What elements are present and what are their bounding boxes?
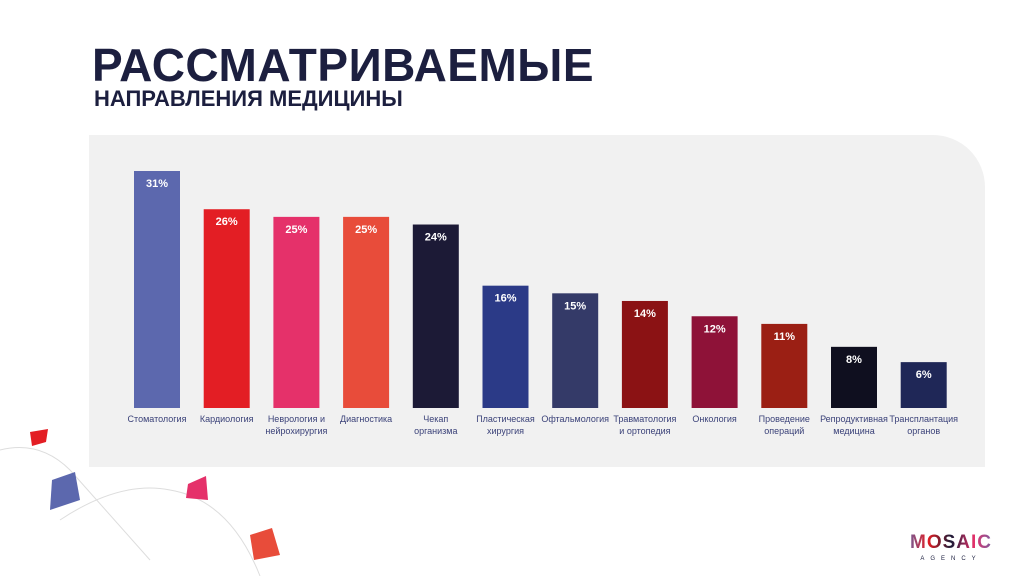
category-label: Чекап	[423, 414, 448, 424]
bar	[900, 362, 947, 408]
category-label: Репродуктивная	[820, 414, 888, 424]
bar-value-label: 24%	[425, 232, 447, 244]
chart-panel: 31% Стоматология 26% Кардиология 25% Невролог…	[89, 135, 985, 467]
bar	[831, 346, 877, 408]
mosaic-logo: MOSAIC AGENCY	[905, 532, 997, 562]
bar	[552, 293, 599, 408]
deco-shape	[250, 528, 280, 560]
bar-value-label: 11%	[774, 331, 796, 343]
category-label: Онкология	[692, 414, 736, 424]
bar-value-label: 25%	[355, 224, 377, 236]
logo-sub: AGENCY	[920, 556, 982, 562]
bar	[273, 216, 320, 408]
deco-shape	[186, 476, 208, 500]
bar-value-label: 15%	[564, 300, 586, 312]
category-label: и ортопедия	[619, 426, 670, 436]
page-title: РАССМАТРИВАЕМЫЕ	[92, 39, 594, 91]
bar-value-label: 26%	[216, 216, 238, 228]
logo-name: MOSAIC	[905, 532, 997, 554]
category-label: Стоматология	[128, 414, 187, 424]
category-label: операций	[764, 426, 804, 436]
bar	[482, 285, 529, 408]
category-label: Пластическая	[476, 414, 535, 424]
category-label: Неврология и	[268, 414, 325, 424]
bar	[621, 300, 668, 408]
bar-value-label: 12%	[704, 323, 726, 335]
bar	[203, 209, 250, 408]
category-label: Офтальмология	[541, 414, 609, 424]
category-label: нейрохирургия	[265, 426, 327, 436]
bar-value-label: 31%	[146, 178, 168, 190]
deco-shape	[30, 429, 48, 446]
category-label: Кардиология	[200, 414, 254, 424]
bar	[134, 171, 180, 408]
category-label: Травматология	[613, 414, 676, 424]
page-subtitle: НАПРАВЛЕНИЯ МЕДИЦИНЫ	[94, 86, 403, 111]
bar	[691, 316, 738, 408]
bar-value-label: 16%	[494, 293, 516, 305]
bar	[761, 323, 808, 408]
bar-value-label: 14%	[634, 308, 656, 320]
deco-shape	[50, 472, 80, 510]
deco-line	[0, 447, 151, 561]
bar-value-label: 6%	[916, 369, 932, 381]
category-label: органов	[907, 426, 940, 436]
category-label: организма	[414, 426, 457, 436]
decorative-shapes	[0, 429, 280, 576]
category-label: хирургия	[487, 426, 524, 436]
bar-value-label: 25%	[285, 224, 307, 236]
category-label: Диагностика	[340, 414, 392, 424]
bar-chart: 31% Стоматология 26% Кардиология 25% Невролог…	[128, 171, 958, 436]
deco-line	[59, 487, 261, 576]
bar	[412, 224, 459, 408]
category-label: Трансплантация	[889, 414, 958, 424]
category-label: медицина	[833, 426, 874, 436]
bar-value-label: 8%	[846, 354, 862, 366]
category-label: Проведение	[759, 414, 810, 424]
bar	[343, 216, 390, 408]
